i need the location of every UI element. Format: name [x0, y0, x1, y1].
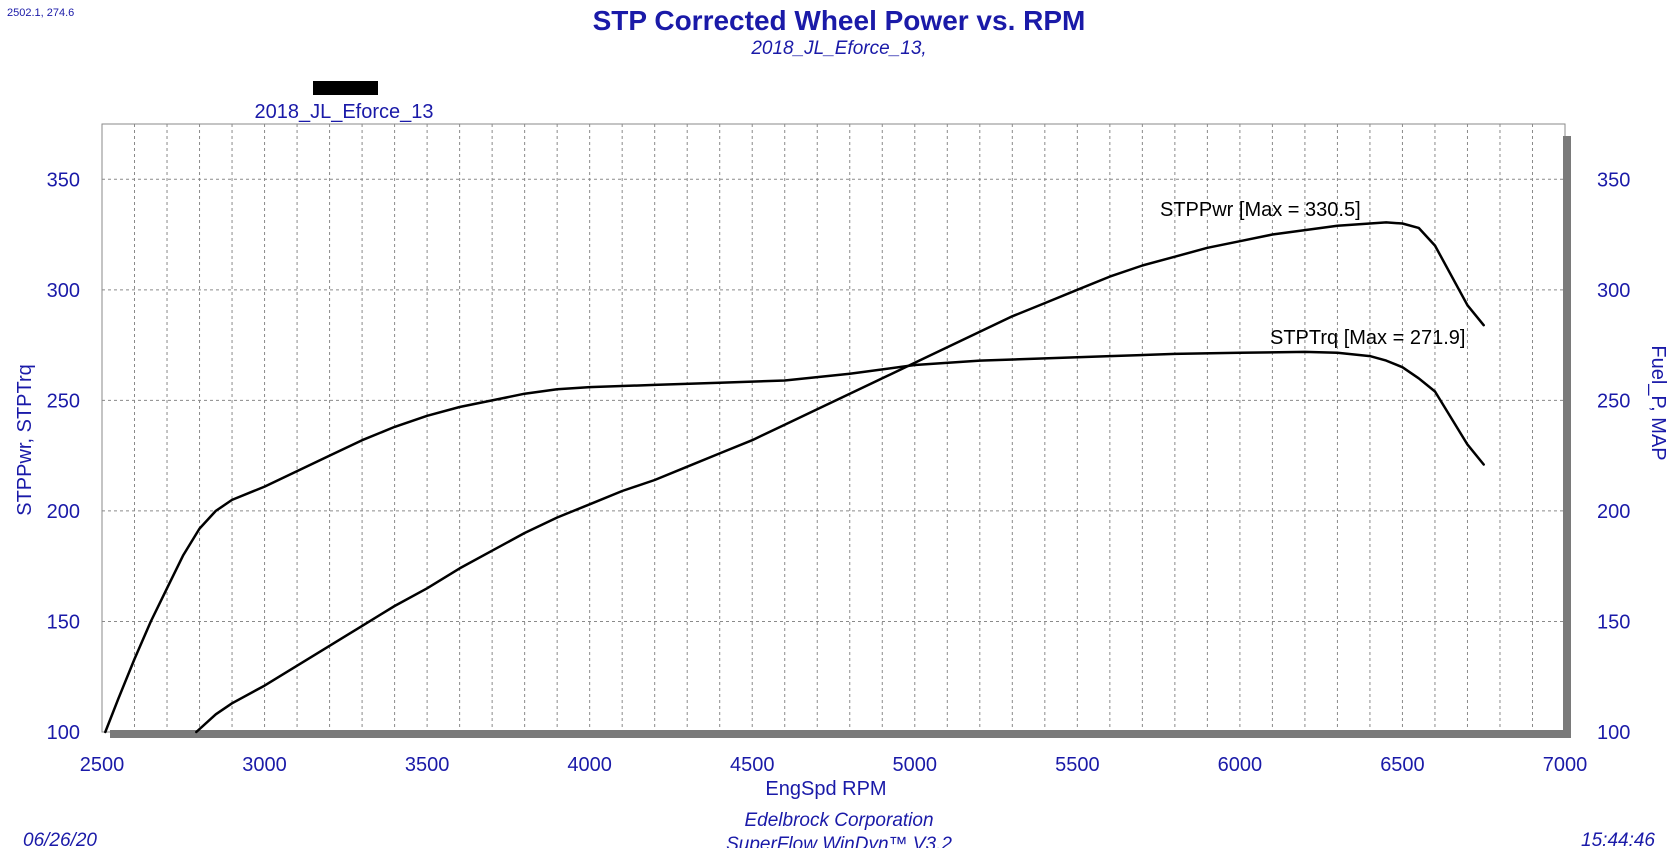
- footer-time: 15:44:46: [1581, 830, 1655, 848]
- torque-max-annotation: STPTrq [Max = 271.9]: [1270, 327, 1465, 349]
- y-tick-label-left: 150: [47, 611, 80, 633]
- series-line-stptrq: [104, 350, 1485, 734]
- x-tick-label: 4500: [730, 754, 775, 776]
- chart-subtitle: 2018_JL_Eforce_13,: [750, 38, 926, 59]
- frame-shadow-right: [1563, 136, 1571, 732]
- y-tick-label-right: 100: [1597, 722, 1630, 744]
- x-tick-label: 5000: [893, 754, 938, 776]
- y-axis-label-left: STPPwr, STPTrq: [14, 364, 36, 516]
- y-tick-label-right: 150: [1597, 611, 1630, 633]
- y-axis-ticks-right: 100 150 200 250 300 350: [1597, 169, 1630, 744]
- y-axis-ticks-left: 100 150 200 250 300 350: [47, 169, 80, 744]
- x-tick-label: 6500: [1380, 754, 1425, 776]
- series-lines: [104, 221, 1485, 734]
- power-max-annotation: STPPwr [Max = 330.5]: [1160, 199, 1361, 221]
- frame-shadow-bottom: [110, 730, 1571, 738]
- cursor-readout: 2502.1, 274.6: [7, 7, 74, 19]
- y-tick-label-left: 100: [47, 722, 80, 744]
- x-tick-label: 2500: [80, 754, 125, 776]
- plot-grid: [102, 124, 1565, 732]
- y-axis-label-right: Fuel_P, MAP: [1647, 345, 1669, 460]
- chart-title: STP Corrected Wheel Power vs. RPM: [593, 5, 1086, 36]
- legend-label: 2018_JL_Eforce_13: [254, 101, 433, 123]
- y-tick-label-right: 250: [1597, 390, 1630, 412]
- footer-date: 06/26/20: [23, 830, 97, 848]
- y-tick-label-left: 200: [47, 501, 80, 523]
- x-axis-ticks: 2500 3000 3500 4000 4500 5000 5500 6000 6500 7000: [80, 754, 1588, 776]
- y-tick-label-left: 300: [47, 280, 80, 302]
- y-tick-label-right: 350: [1597, 169, 1630, 191]
- y-tick-label-left: 350: [47, 169, 80, 191]
- x-axis-label: EngSpd RPM: [765, 778, 886, 800]
- x-tick-label: 4000: [567, 754, 612, 776]
- x-tick-label: 7000: [1543, 754, 1588, 776]
- x-tick-label: 5500: [1055, 754, 1100, 776]
- x-tick-label: 3000: [242, 754, 287, 776]
- footer-company: Edelbrock Corporation: [744, 810, 933, 831]
- y-tick-label-left: 250: [47, 390, 80, 412]
- x-tick-label: 3500: [405, 754, 450, 776]
- x-tick-label: 6000: [1218, 754, 1263, 776]
- series-line-stppwr: [195, 221, 1485, 734]
- footer-software: SuperFlow WinDyn™ V3.2: [726, 834, 952, 848]
- y-tick-label-right: 200: [1597, 501, 1630, 523]
- y-tick-label-right: 300: [1597, 280, 1630, 302]
- legend-swatch: [313, 81, 378, 95]
